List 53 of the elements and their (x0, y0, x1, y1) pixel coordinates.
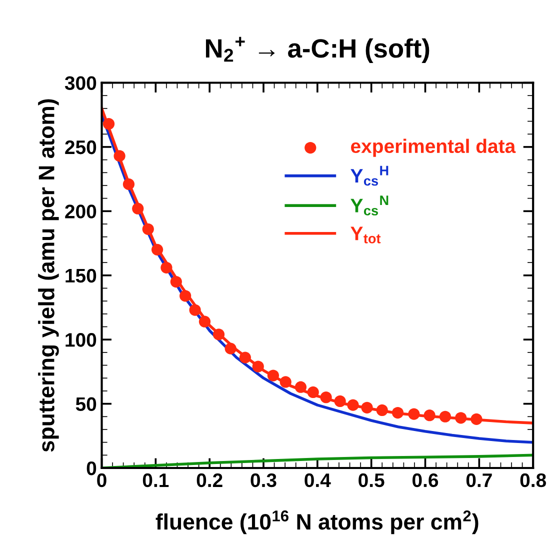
point (361, 402, 373, 414)
x-tick-label: 0 (97, 473, 106, 488)
point (294, 381, 307, 393)
point (252, 360, 264, 372)
y-tick-label: 0 (86, 461, 96, 476)
point (307, 386, 319, 398)
legend-label: Y$_{cs}$$^{N}$ (350, 196, 388, 216)
y-tick-label: 250 (65, 140, 96, 154)
point (424, 410, 436, 422)
point (170, 276, 182, 288)
point (132, 202, 144, 214)
y-tick-label: 100 (66, 333, 96, 347)
y-tick-label: 150 (66, 268, 96, 283)
x-tick-label: 0.8 (520, 473, 546, 488)
x-tick-label: 0.2 (196, 473, 222, 488)
point (376, 404, 388, 416)
point (408, 408, 420, 420)
x-tick-label: 0.7 (466, 473, 492, 488)
point (470, 413, 482, 426)
legend-label: Y$_{cs}$$^{H}$ (350, 166, 388, 186)
point (180, 290, 192, 302)
point (122, 178, 135, 190)
point (320, 392, 332, 404)
point (212, 328, 225, 340)
point (102, 118, 115, 130)
x-tick-label: 0.6 (412, 473, 438, 488)
x-tick-label: 0.5 (358, 473, 384, 488)
x-tick-label: 0.3 (250, 473, 276, 488)
x-axis-title: fluence (10$^{16}$ N atoms per cm$^{2}$) (156, 510, 478, 534)
point (280, 376, 292, 388)
point (334, 395, 346, 408)
point (198, 316, 211, 328)
y-tick-label: 200 (65, 204, 96, 218)
legend-label: experimental data (351, 138, 516, 157)
point (151, 244, 164, 256)
point (347, 399, 359, 411)
point (224, 342, 236, 354)
point (239, 352, 251, 364)
legend-label: Y$_{tot}$ (350, 226, 381, 244)
y-axis-title: sputtering yield (amu per N atom) (38, 99, 59, 452)
point (392, 406, 404, 419)
point (160, 262, 172, 274)
point (267, 370, 280, 382)
x-tick-label: 0.4 (304, 473, 331, 488)
y-tick-label: 50 (76, 397, 96, 412)
point (439, 410, 452, 422)
point (189, 304, 201, 316)
point (455, 412, 467, 424)
point (114, 150, 126, 162)
y-tick-label: 300 (64, 76, 96, 90)
x-tick-label: 0.1 (142, 473, 169, 488)
point (142, 223, 154, 235)
chart-title: N$_{2}$$^{+}$ → a-C:H (soft) (206, 36, 430, 63)
